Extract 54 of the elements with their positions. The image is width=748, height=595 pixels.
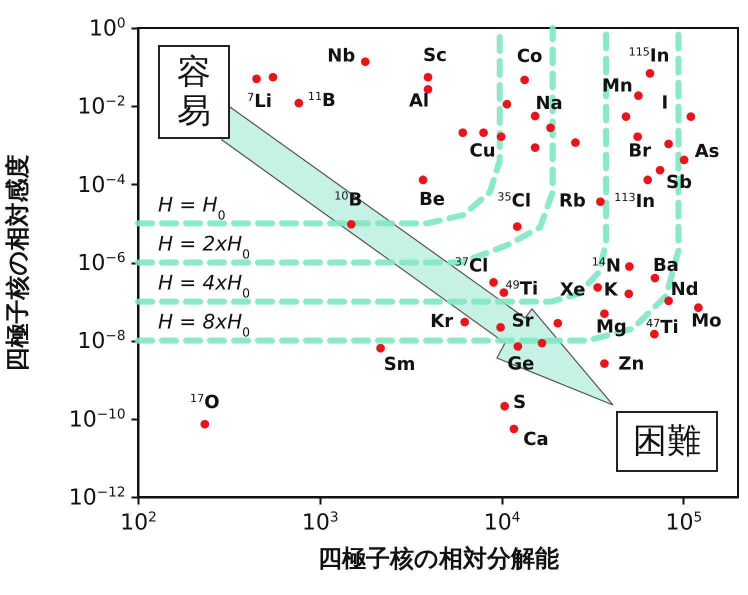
annotation: $^{49}$Ti (506, 278, 538, 300)
annotation: 容易 (176, 52, 212, 132)
series-label: H = 2xH$_{0}$ (158, 232, 250, 261)
y-tick-label: 10$^{−6}$ (77, 250, 126, 276)
annotation: Sc (423, 45, 447, 66)
annotation: Sb (666, 172, 692, 194)
annotation: Ba (652, 255, 679, 276)
annotation: $^{115}$In (628, 44, 670, 66)
annotation: S (513, 392, 526, 414)
y-tick-label: 10$^{−10}$ (68, 406, 126, 432)
annotation: Kr (430, 311, 454, 332)
annotation: $^{113}$In (614, 190, 656, 212)
annotation: $^{7}$Li (247, 90, 272, 112)
annotation: Ca (523, 428, 549, 450)
x-tick-label: 10$^{5}$ (665, 510, 702, 536)
annotation: $^{35}$Cl (497, 190, 532, 212)
annotation: Al (408, 90, 430, 112)
y-tick-label: 10$^{−8}$ (77, 328, 126, 354)
annotation: Be (419, 188, 446, 210)
annotation: Sm (384, 354, 416, 376)
annotation: Br (628, 140, 652, 162)
annotation: Co (516, 46, 542, 67)
annotation: Rb (559, 190, 586, 212)
annotation: $^{14}$N (592, 255, 621, 276)
y-tick-label: 10$^{−4}$ (77, 172, 126, 198)
x-tick-label: 10$^{2}$ (120, 510, 157, 536)
annotation: Zn (618, 354, 644, 375)
annotation: Xe (560, 279, 586, 300)
annotation: $^{17}$O (190, 392, 220, 414)
annotation: $^{37}$Cl (454, 254, 488, 276)
y-tick-label: 10$^{0}$ (88, 16, 126, 42)
y-tick-label: 10$^{−2}$ (77, 94, 126, 120)
annotation: As (694, 140, 720, 162)
annotation: Cu (469, 140, 496, 162)
annotation: 困難 (633, 420, 701, 462)
x-tick-label: 10$^{4}$ (484, 510, 520, 536)
annotation: Mg (596, 316, 627, 338)
series-label: H = 4xH$_{0}$ (158, 270, 250, 300)
annotation: Mo (691, 310, 722, 332)
annotation: Nd (670, 278, 699, 300)
annotation: $^{11}$B (308, 90, 336, 112)
annotation: Nb (327, 46, 356, 67)
annotation: Mn (602, 76, 633, 97)
y-axis-title: 四極子核の相対感度 (4, 154, 32, 372)
series-label: H = 8xH$_{0}$ (158, 310, 250, 340)
annotation: $^{47}$Ti (646, 316, 679, 338)
y-tick-label: 10$^{−12}$ (68, 484, 126, 510)
annotation: Sr (512, 310, 534, 332)
annotation: Na (535, 93, 563, 114)
x-tick-label: 10$^{3}$ (302, 510, 339, 536)
annotation: K (604, 279, 619, 300)
x-axis-title: 四極子核の相対分解能 (318, 544, 559, 572)
series-label: H = H$_{0}$ (158, 192, 226, 222)
annotation: I (661, 92, 668, 114)
